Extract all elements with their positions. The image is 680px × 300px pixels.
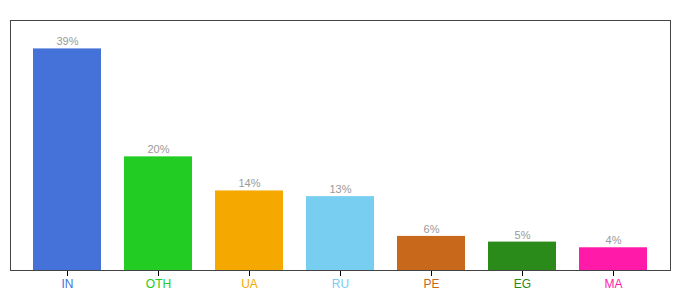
svg-text:UA: UA: [241, 277, 258, 291]
svg-text:OTH: OTH: [146, 277, 171, 291]
svg-text:IN: IN: [62, 277, 74, 291]
svg-text:14%: 14%: [238, 177, 260, 189]
svg-text:4%: 4%: [606, 234, 622, 246]
svg-text:MA: MA: [605, 277, 623, 291]
svg-text:6%: 6%: [424, 223, 440, 235]
svg-text:13%: 13%: [329, 183, 351, 195]
svg-text:RU: RU: [332, 277, 349, 291]
svg-text:5%: 5%: [515, 229, 531, 241]
svg-text:PE: PE: [423, 277, 439, 291]
svg-text:39%: 39%: [56, 35, 78, 47]
svg-text:EG: EG: [514, 277, 531, 291]
svg-text:20%: 20%: [147, 143, 169, 155]
